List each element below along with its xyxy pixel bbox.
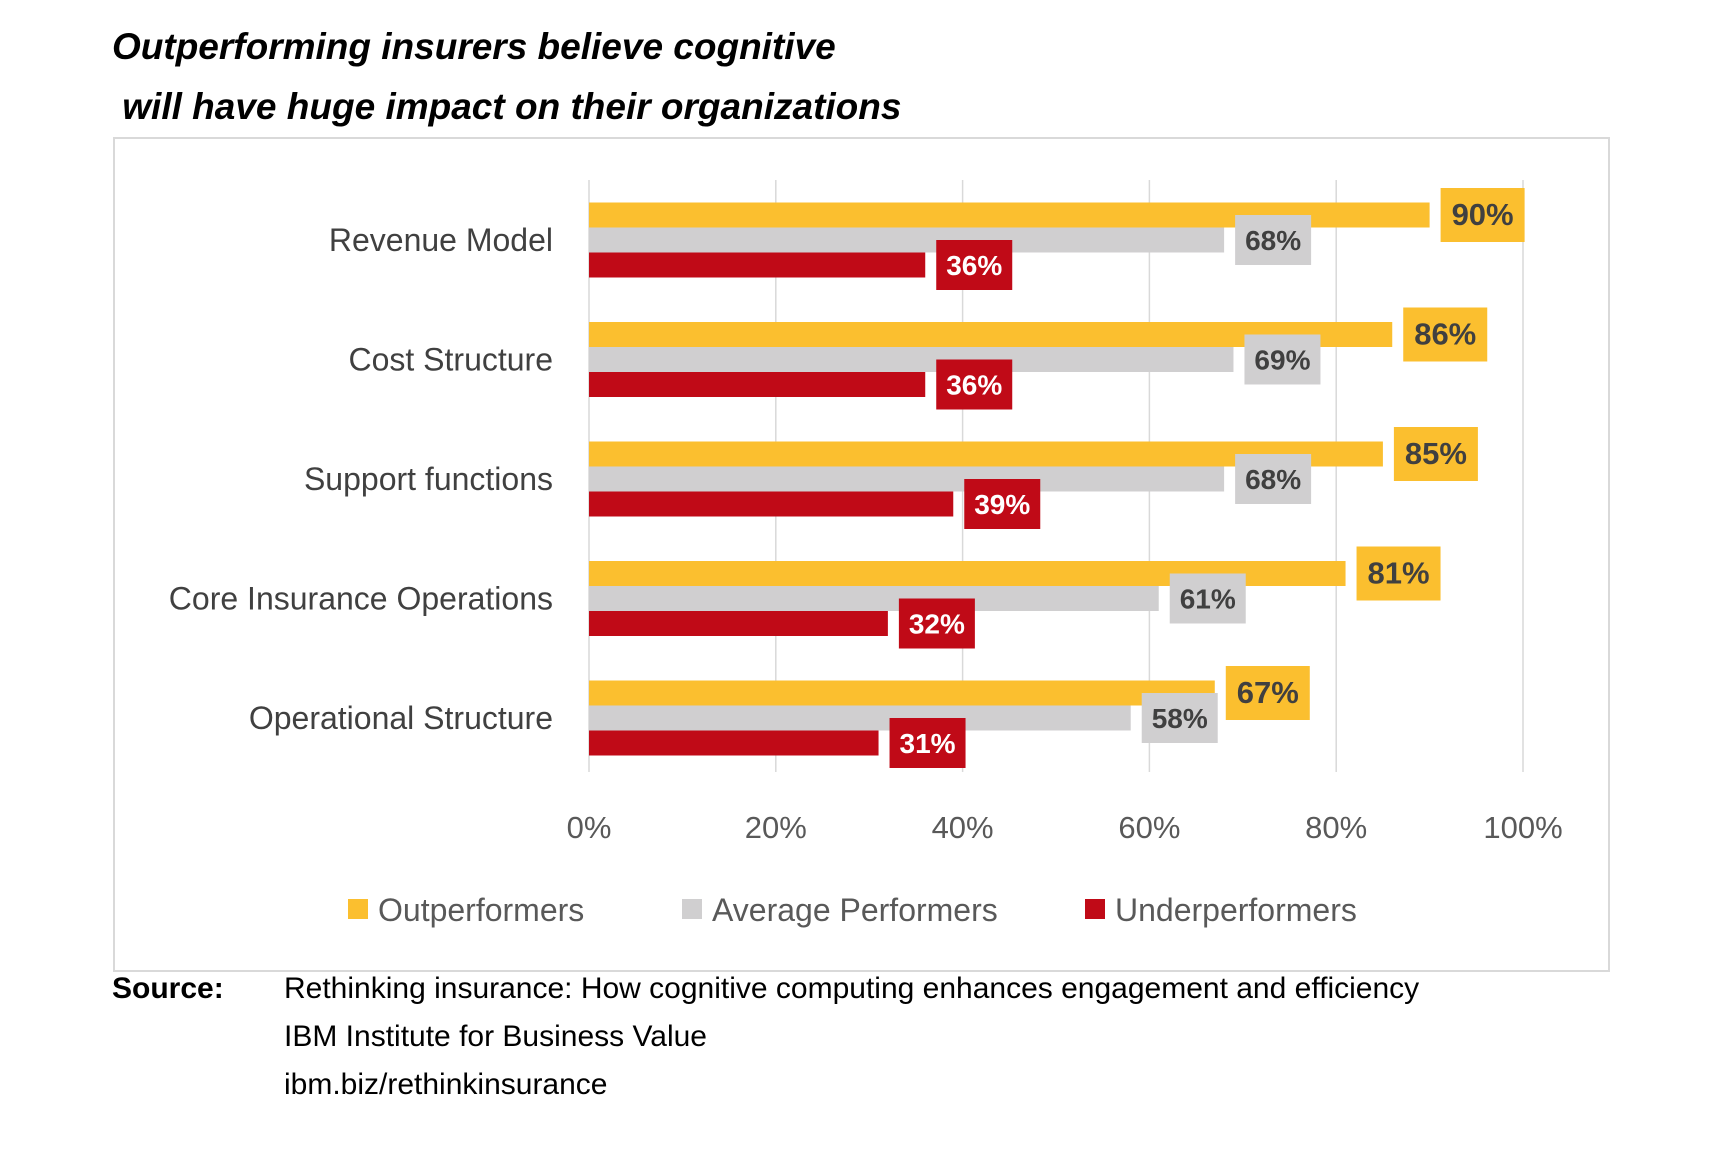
data-label: 36% — [946, 370, 1002, 401]
source-line-1: Rethinking insurance: How cognitive comp… — [284, 972, 1420, 1005]
data-label-box — [936, 240, 1013, 290]
legend-swatch — [682, 899, 702, 919]
data-label-box — [1403, 307, 1488, 362]
source-line-3: ibm.biz/rethinkinsurance — [284, 1068, 608, 1101]
data-label: 36% — [946, 250, 1002, 281]
data-label: 81% — [1368, 556, 1430, 591]
bar-outperformers — [589, 680, 1215, 706]
data-label: 32% — [909, 609, 965, 640]
data-label-box — [964, 479, 1041, 529]
x-tick-label: 100% — [1483, 810, 1562, 845]
plot-frame — [113, 137, 1610, 972]
bar-average-performers — [589, 347, 1234, 372]
data-label-box — [1225, 666, 1310, 720]
data-label: 90% — [1452, 197, 1514, 232]
category-label: Core Insurance Operations — [169, 581, 553, 617]
bar-average-performers — [589, 227, 1225, 253]
data-label: 68% — [1245, 464, 1301, 495]
chart-title-line-2: will have huge impact on their organizat… — [112, 86, 902, 127]
source-label: Source: — [112, 972, 224, 1005]
data-label-box — [1393, 427, 1478, 481]
data-label: 67% — [1237, 675, 1299, 710]
bar-average-performers — [589, 586, 1159, 611]
data-label-box — [1169, 573, 1246, 624]
data-label-box — [1244, 334, 1321, 385]
legend-label: Outperformers — [378, 892, 584, 928]
category-label: Support functions — [304, 461, 553, 497]
data-label-box — [1141, 693, 1218, 743]
data-label-box — [936, 359, 1013, 410]
data-label-box — [1440, 188, 1525, 242]
bar-underperformers — [589, 372, 926, 397]
legend-label: Underperformers — [1115, 892, 1357, 928]
category-label: Revenue Model — [329, 222, 553, 258]
data-label: 86% — [1414, 317, 1476, 352]
data-label: 69% — [1254, 345, 1310, 376]
data-label-box — [1235, 454, 1312, 504]
x-tick-label: 20% — [745, 810, 807, 845]
data-label: 85% — [1405, 436, 1467, 471]
bar-underperformers — [589, 611, 888, 636]
category-label: Cost Structure — [348, 342, 553, 378]
chart-title-line-1: Outperforming insurers believe cognitive — [112, 26, 836, 67]
data-label-box — [1235, 215, 1312, 265]
legend-swatch — [348, 899, 368, 919]
data-label: 68% — [1245, 225, 1301, 256]
bar-underperformers — [589, 491, 954, 517]
data-label-box — [889, 718, 966, 768]
bar-average-performers — [589, 466, 1225, 492]
category-label: Operational Structure — [249, 700, 553, 736]
legend-swatch — [1085, 899, 1105, 919]
bar-underperformers — [589, 730, 879, 756]
x-tick-label: 40% — [932, 810, 994, 845]
data-label-box — [898, 598, 975, 649]
bar-average-performers — [589, 705, 1131, 731]
bar-underperformers — [589, 252, 926, 278]
data-label-box — [1356, 546, 1441, 601]
data-label: 31% — [900, 728, 956, 759]
legend-label: Average Performers — [712, 892, 998, 928]
data-label: 58% — [1152, 703, 1208, 734]
x-tick-label: 80% — [1305, 810, 1367, 845]
data-label: 61% — [1180, 584, 1236, 615]
source-line-2: IBM Institute for Business Value — [284, 1020, 707, 1053]
data-label: 39% — [974, 489, 1030, 520]
x-tick-label: 0% — [567, 810, 612, 845]
x-tick-label: 60% — [1118, 810, 1180, 845]
